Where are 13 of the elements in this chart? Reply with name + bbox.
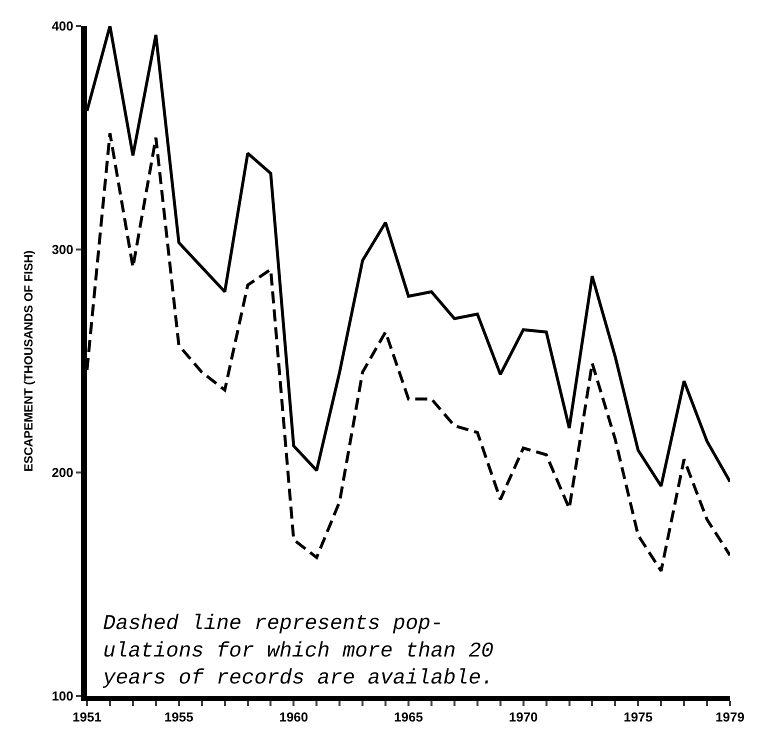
x-tick-label: 1951 [72,710,102,725]
y-tick-label: 400 [52,18,74,34]
x-tick-label: 1979 [716,710,744,725]
y-tick-label: 100 [52,688,74,704]
y-tick-label: 200 [52,465,74,480]
x-tick-label: 1960 [279,710,308,725]
x-tick-label: 1970 [508,710,538,725]
x-tick-label: 1955 [164,710,194,725]
y-tick-label: 300 [52,242,74,257]
x-tick-label: 1965 [394,710,423,725]
x-tick-label: 1975 [624,710,653,725]
annotation: Dashed line represents pop- ulations for which more than 20 years of records are available. [102,613,494,691]
y-axis-title: ESCAPEMENT (THOUSANDS OF FISH) [21,250,36,472]
